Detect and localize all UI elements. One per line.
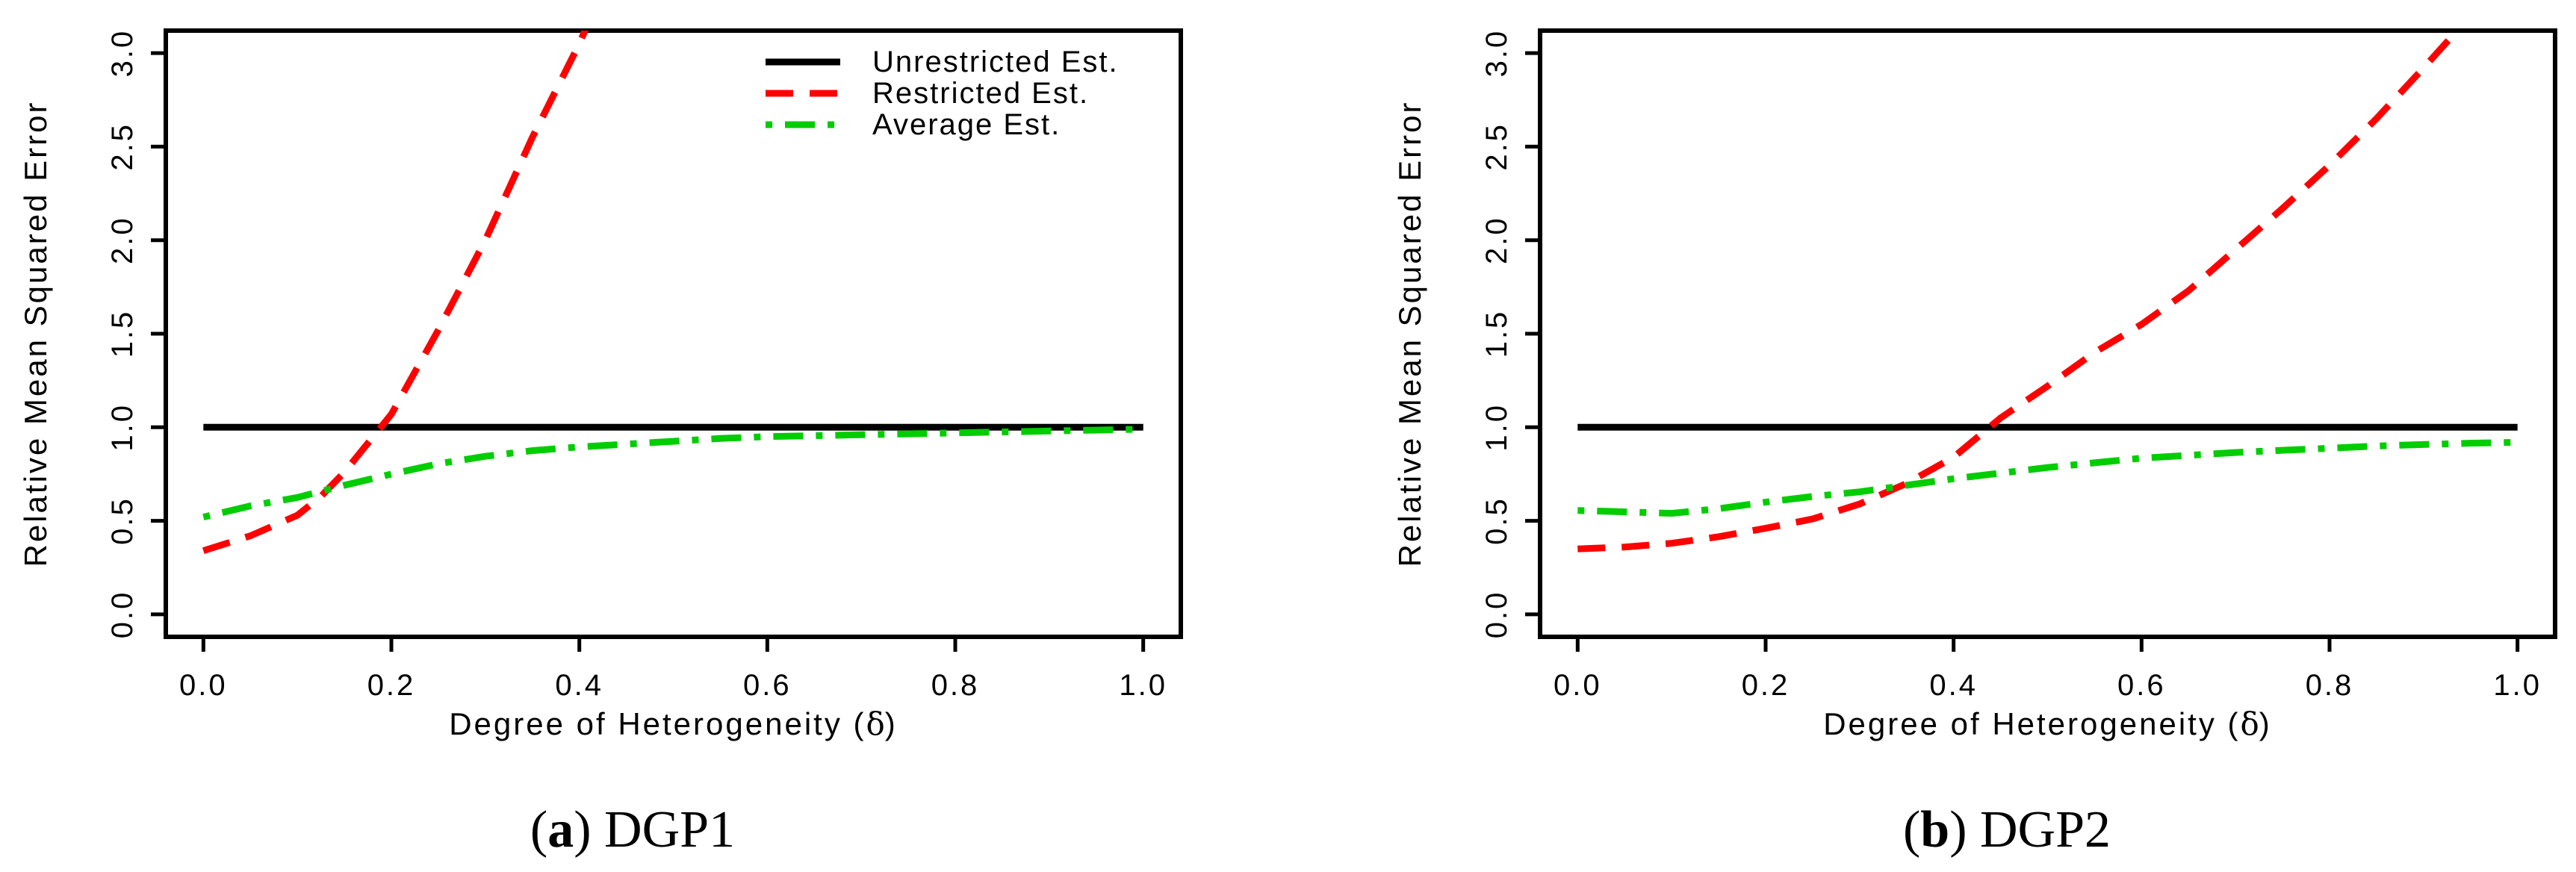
y-tick-label: 3.0: [106, 29, 139, 78]
x-tick-label: 0.4: [1929, 669, 1978, 702]
y-tick-label: 2.0: [106, 216, 139, 264]
y-tick-label: 2.5: [1480, 122, 1513, 171]
caption-close-paren: ): [1949, 801, 1967, 859]
y-tick-label: 3.0: [1480, 29, 1513, 78]
y-tick-label: 2.5: [106, 122, 139, 171]
series-line-restricted-est: [1577, 31, 2462, 552]
series-line-average-est: [1577, 438, 2518, 517]
y-tick-label: 1.5: [1480, 310, 1513, 358]
x-axis-title: Degree of Heterogeneity (δ): [449, 706, 898, 742]
legend: Unrestricted Est.Restricted Est.Average …: [766, 46, 1119, 141]
caption-space: [1967, 801, 1981, 859]
y-tick-label: 0.0: [106, 591, 139, 639]
x-tick-label: 0.2: [1742, 669, 1790, 702]
y-tick-label: 2.0: [1480, 216, 1513, 264]
x-tick-label: 0.0: [1554, 669, 1602, 702]
x-axis-title: Degree of Heterogeneity (δ): [1823, 706, 2272, 742]
y-tick-label: 1.0: [1480, 403, 1513, 452]
caption-close-paren: ): [574, 801, 592, 859]
y-tick-label: 1.5: [106, 310, 139, 358]
y-tick-label: 0.5: [1480, 496, 1513, 545]
plot-panel-dgp1: 0.0 0.2 0.4 0.6 0.8 1.0 Degree of Heterogeneit…: [18, 28, 1183, 742]
x-tick-label: 0.2: [367, 669, 416, 702]
caption-dgp1: (a) DGP1: [125, 800, 1140, 860]
caption-label: DGP1: [604, 801, 736, 859]
caption-dgp2: (b) DGP2: [1499, 800, 2515, 860]
x-tick-label: 1.0: [1119, 669, 1167, 702]
y-tick-label: 0.5: [106, 496, 139, 545]
caption-space: [592, 801, 605, 859]
plot-panel-dgp2: 0.0 0.2 0.4 0.6 0.8 1.0 Degree of Heterogeneit…: [1392, 28, 2557, 742]
legend-label: Average Est.: [872, 108, 1061, 141]
x-tick-label: 0.4: [555, 669, 603, 702]
x-tick-label: 0.6: [743, 669, 792, 702]
caption-letter: b: [1920, 801, 1950, 859]
legend-label: Unrestricted Est.: [872, 46, 1119, 78]
caption-label: DGP2: [1980, 801, 2111, 859]
y-axis-title: Relative Mean Squared Error: [1392, 101, 1427, 567]
plot-border: [1538, 28, 2557, 639]
caption-open-paren: (: [530, 801, 548, 859]
series-line-restricted-est: [202, 31, 589, 554]
x-tick-label: 0.8: [2306, 669, 2354, 702]
series-line-average-est: [202, 426, 1143, 520]
x-tick-label: 1.0: [2493, 669, 2542, 702]
x-tick-label: 0.6: [2117, 669, 2166, 702]
caption-open-paren: (: [1902, 801, 1921, 859]
x-tick-label: 0.0: [179, 669, 228, 702]
caption-letter: a: [547, 801, 574, 859]
x-tick-label: 0.8: [931, 669, 980, 702]
y-tick-label: 1.0: [106, 403, 139, 452]
y-tick-label: 0.0: [1480, 591, 1513, 639]
y-axis-title: Relative Mean Squared Error: [18, 101, 53, 567]
legend-label: Restricted Est.: [872, 77, 1089, 110]
